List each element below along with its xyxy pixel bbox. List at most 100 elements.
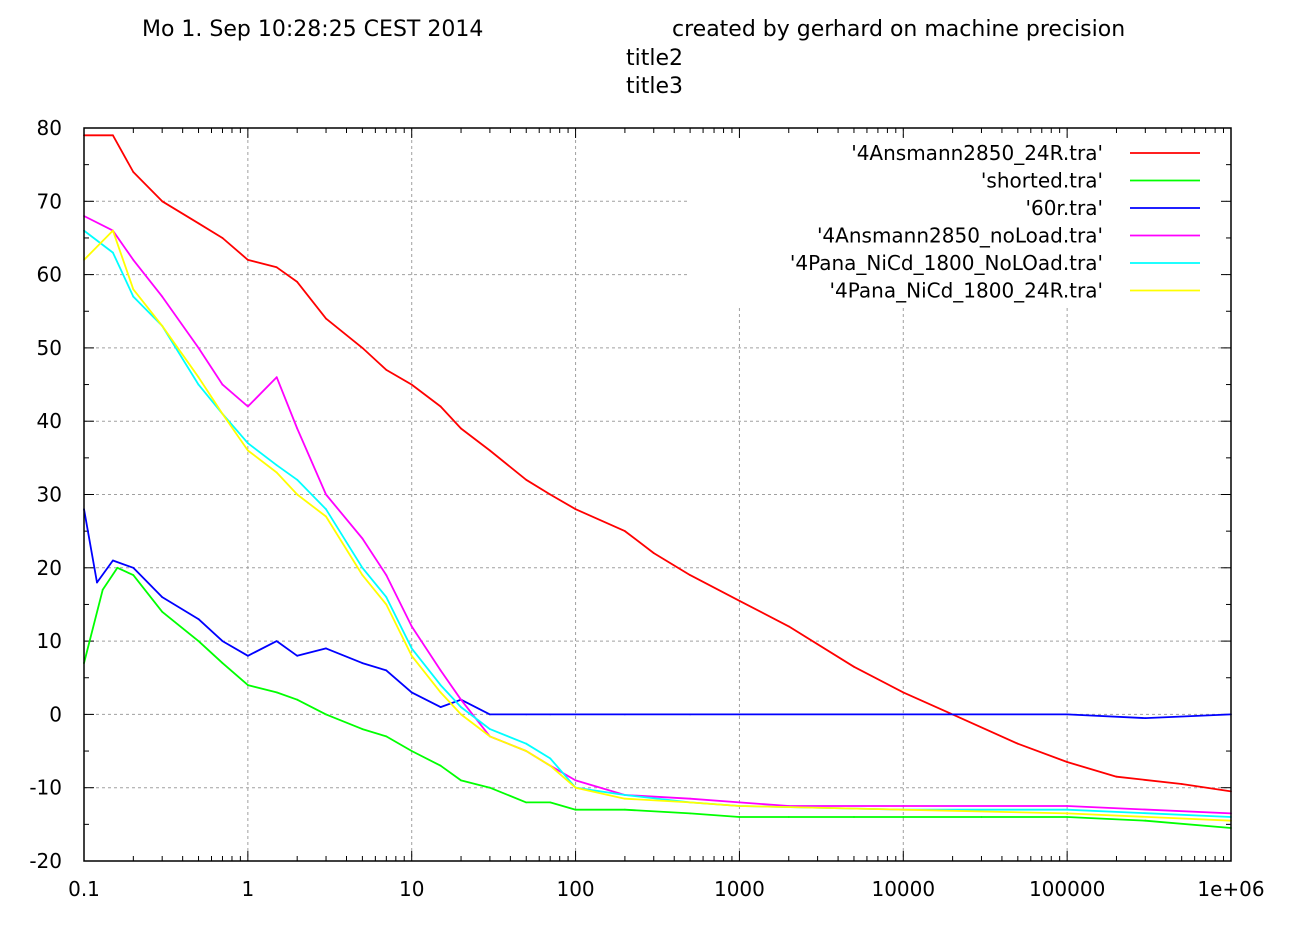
series-3-point (549, 713, 552, 716)
series-1-point (624, 530, 626, 532)
series-6-point (738, 805, 741, 807)
series-6-point (902, 808, 905, 811)
series-4-point (410, 625, 413, 628)
series-3-point (197, 618, 200, 620)
y-tick-label: -10 (29, 776, 62, 800)
series-2-point (439, 764, 442, 767)
series-6-point (385, 603, 388, 606)
grid-lines (84, 128, 1231, 861)
header-title3: title3 (626, 74, 684, 99)
series-line-5 (83, 229, 1232, 818)
y-tick-label: 50 (37, 336, 62, 360)
series-1-point (489, 449, 491, 452)
series-6-point (247, 449, 249, 452)
legend-label: '4Pana_NiCd_1800_NoLOad.tra' (790, 251, 1103, 275)
series-4-point (574, 779, 577, 782)
series-1-point (853, 665, 855, 668)
y-tick-label: 40 (37, 409, 62, 433)
series-5-point (247, 442, 249, 445)
series-4-point (385, 574, 388, 576)
legend-label: '4Ansmann2850_24R.tra' (851, 141, 1103, 165)
series-2-point (624, 808, 626, 811)
series-line-2 (83, 566, 1232, 829)
series-5-point (197, 383, 200, 386)
header-title2: title2 (626, 46, 684, 71)
series-5-point (112, 251, 114, 254)
series-6-point (296, 493, 299, 496)
series-4-point (325, 493, 327, 496)
series-1-point (1016, 742, 1019, 745)
series-1-point (325, 317, 327, 320)
x-tick-label: 0.1 (68, 877, 100, 901)
series-2-point (1144, 819, 1147, 822)
series-2-point (132, 574, 135, 576)
series-1-point (275, 266, 278, 269)
series-1-point (197, 222, 200, 225)
series-2-point (689, 812, 691, 815)
series-4-point (275, 376, 278, 379)
series-5-point (439, 684, 442, 686)
series-3-point (439, 706, 442, 708)
series-2-point (549, 801, 552, 804)
series-6-point (460, 713, 462, 716)
series-1-point (574, 508, 577, 511)
legend-label: 'shorted.tra' (981, 169, 1103, 193)
series-2-point (980, 816, 983, 818)
series-2-point (361, 728, 364, 730)
series-3-point (1144, 717, 1147, 719)
series-6-point (525, 750, 528, 752)
series-3-point (325, 647, 327, 650)
series-3-point (275, 640, 278, 642)
series-3-point (1066, 713, 1068, 716)
series-3-point (624, 713, 626, 716)
series-3-point (525, 713, 528, 716)
series-3-point (161, 596, 164, 598)
y-tick-label: 20 (37, 556, 62, 580)
series-1-point (161, 200, 164, 203)
series-2-point (853, 816, 855, 818)
series-4-point (460, 698, 462, 701)
series-6-point (1066, 812, 1068, 815)
series-6-point (361, 574, 364, 576)
tick-labels: 0.1 1 10 100 1000 10000 100000 1e+0680706050403… (29, 116, 1264, 901)
series-4-point (132, 259, 135, 261)
series-2-point (221, 662, 224, 664)
series-1-point (652, 552, 655, 554)
series-layer (83, 134, 1232, 829)
series-1-point (247, 259, 249, 261)
plot-frame (83, 127, 1232, 862)
series-1-point (525, 478, 528, 481)
series-4-point (247, 405, 249, 408)
series-1-point (439, 405, 442, 408)
series-line-1 (84, 134, 1232, 793)
series-5-point (361, 566, 364, 569)
series-5-point (489, 728, 491, 730)
y-tick-label: -20 (29, 849, 62, 873)
series-1-point (689, 574, 691, 576)
series-5-point (460, 706, 462, 708)
series-6-point (161, 325, 164, 327)
series-6-point (325, 515, 327, 518)
series-1-point (902, 691, 905, 694)
series-2-point (902, 816, 905, 818)
series-3-point (221, 640, 224, 642)
y-tick-label: 60 (37, 263, 62, 287)
series-6-point (574, 786, 577, 789)
y-tick-label: 10 (37, 629, 62, 653)
series-3-point (296, 654, 299, 657)
series-5-point (624, 794, 626, 796)
series-6-point (132, 288, 135, 291)
legend-label: '4Ansmann2850_noLoad.tra' (817, 224, 1103, 248)
series-2-point (161, 610, 164, 613)
series-1-point (1066, 761, 1068, 763)
series-1-point (549, 493, 552, 496)
series-4-point (361, 537, 364, 540)
series-1-point (132, 171, 135, 173)
legend-background (690, 138, 1226, 308)
legend-label: '60r.tra' (1025, 196, 1103, 220)
series-3-point (574, 713, 577, 716)
series-6-point (112, 229, 114, 232)
series-6-point (689, 801, 691, 804)
series-6-point (410, 654, 413, 657)
